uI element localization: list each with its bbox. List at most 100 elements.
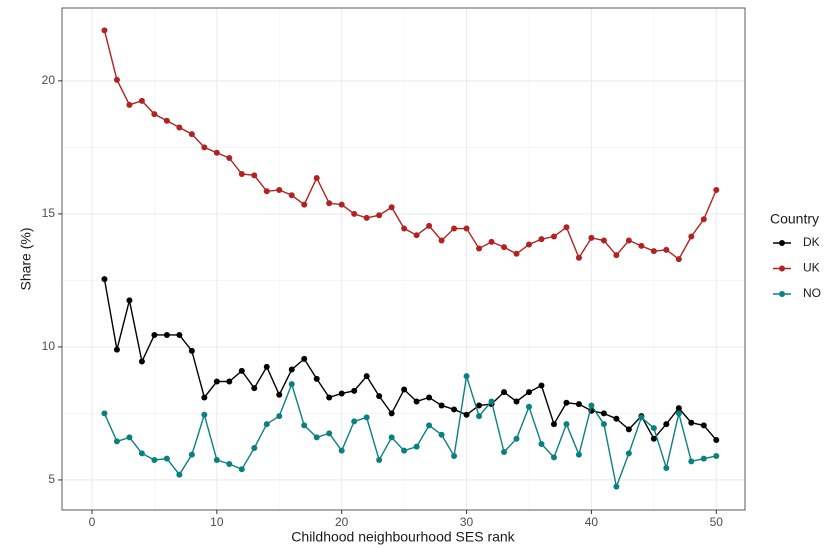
data-point	[338, 390, 345, 397]
data-point	[363, 414, 370, 421]
data-point	[613, 252, 620, 259]
data-point	[426, 222, 433, 229]
data-point	[176, 124, 183, 131]
data-point	[151, 331, 158, 338]
data-point	[326, 200, 333, 207]
data-point	[188, 451, 195, 458]
data-point	[600, 421, 607, 428]
data-point	[351, 418, 358, 425]
data-point	[351, 210, 358, 217]
data-point	[238, 171, 245, 178]
data-point	[351, 387, 358, 394]
data-point	[113, 438, 120, 445]
data-point	[201, 144, 208, 151]
y-tick-label: 5	[48, 472, 55, 486]
x-tick-label: 20	[335, 515, 349, 529]
data-point	[401, 386, 408, 393]
data-point	[575, 451, 582, 458]
data-point	[101, 410, 108, 417]
data-point	[501, 244, 508, 251]
x-tick-label: 10	[210, 515, 224, 529]
data-point	[663, 421, 670, 428]
data-point	[213, 149, 220, 156]
data-point	[663, 464, 670, 471]
data-point	[301, 201, 308, 208]
data-point	[588, 402, 595, 409]
data-point	[563, 399, 570, 406]
data-point	[488, 238, 495, 245]
x-tick-label: 50	[710, 515, 724, 529]
data-point	[513, 398, 520, 405]
data-point	[675, 256, 682, 263]
data-point	[388, 434, 395, 441]
data-point	[313, 434, 320, 441]
data-point	[426, 422, 433, 429]
data-point	[538, 236, 545, 243]
data-point	[700, 455, 707, 462]
legend-marker	[779, 240, 785, 246]
data-point	[201, 411, 208, 418]
data-point	[550, 233, 557, 240]
data-point	[263, 188, 270, 195]
data-point	[151, 456, 158, 463]
data-point	[138, 450, 145, 457]
data-point	[650, 425, 657, 432]
data-point	[688, 233, 695, 240]
data-point	[700, 216, 707, 223]
data-point	[251, 445, 258, 452]
data-point	[301, 355, 308, 362]
data-point	[588, 234, 595, 241]
data-point	[288, 192, 295, 199]
data-point	[476, 245, 483, 252]
data-point	[451, 406, 458, 413]
data-point	[263, 363, 270, 370]
data-point	[313, 375, 320, 382]
data-point	[413, 398, 420, 405]
data-point	[438, 431, 445, 438]
series-line	[103, 30, 717, 261]
data-point	[188, 347, 195, 354]
data-point	[163, 117, 170, 124]
data-point	[675, 405, 682, 412]
series-line	[103, 278, 717, 441]
data-point	[238, 367, 245, 374]
y-tick-label: 10	[42, 339, 56, 353]
data-point	[688, 419, 695, 426]
data-point	[163, 455, 170, 462]
data-point	[401, 447, 408, 454]
data-point	[463, 225, 470, 232]
data-point	[713, 186, 720, 193]
data-point	[126, 297, 133, 304]
panel-border	[61, 7, 746, 511]
data-point	[363, 373, 370, 380]
data-point	[575, 254, 582, 261]
data-point	[226, 378, 233, 385]
legend-label: NO	[803, 286, 821, 300]
data-point	[238, 466, 245, 473]
data-point	[388, 410, 395, 417]
data-point	[625, 237, 632, 244]
legend-title: Country	[770, 211, 819, 227]
data-point	[625, 450, 632, 457]
data-point	[675, 410, 682, 417]
data-point	[213, 456, 220, 463]
data-point	[251, 172, 258, 179]
data-point	[613, 483, 620, 490]
data-point	[476, 402, 483, 409]
data-point	[501, 389, 508, 396]
data-point	[226, 155, 233, 162]
data-point	[201, 394, 208, 401]
data-point	[226, 460, 233, 467]
data-point	[575, 401, 582, 408]
data-point	[126, 101, 133, 108]
data-point	[563, 421, 570, 428]
data-point	[363, 214, 370, 221]
data-point	[338, 447, 345, 454]
x-tick-label: 40	[585, 515, 599, 529]
data-point	[326, 394, 333, 401]
data-point	[538, 382, 545, 389]
data-point	[688, 458, 695, 465]
data-point	[463, 373, 470, 380]
legend-marker	[779, 291, 785, 297]
data-point	[463, 411, 470, 418]
